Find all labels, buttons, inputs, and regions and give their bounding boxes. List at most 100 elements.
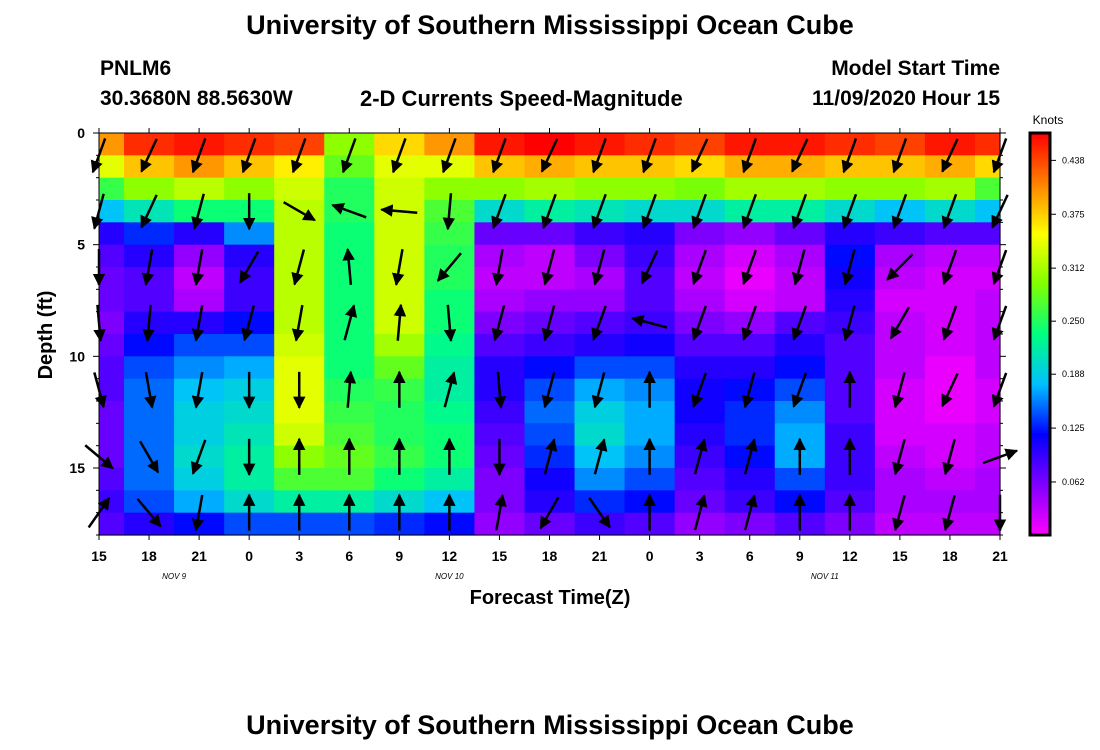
- heatmap-cell: [874, 289, 926, 313]
- colorbar-tick-label: 0.125: [1062, 423, 1085, 433]
- current-arrow: [144, 371, 157, 409]
- y-tick-label: 5: [77, 237, 85, 253]
- current-arrow: [741, 305, 758, 341]
- heatmap-cell: [574, 244, 626, 268]
- x-tick-label: 18: [141, 548, 157, 564]
- heatmap-cell: [924, 222, 976, 246]
- heatmap-cell: [374, 177, 425, 201]
- x-tick-label: 18: [942, 548, 958, 564]
- heatmap-cell: [424, 356, 476, 380]
- current-arrow: [291, 304, 305, 342]
- current-arrow: [841, 193, 858, 230]
- current-arrow: [392, 249, 405, 286]
- x-tick-label: 18: [542, 548, 558, 564]
- current-arrow: [593, 438, 608, 475]
- heatmap-cell: [924, 468, 976, 491]
- heatmap-cell: [574, 334, 626, 357]
- heatmap-cell: [99, 334, 125, 357]
- current-arrow: [492, 249, 505, 286]
- heatmap-cell: [524, 289, 576, 313]
- heatmap-cell: [224, 468, 275, 491]
- heatmap-cell: [224, 289, 275, 313]
- current-arrow: [291, 249, 306, 286]
- current-arrow: [190, 439, 207, 475]
- heatmap-cell: [774, 401, 826, 424]
- current-arrow: [442, 193, 456, 231]
- current-arrow: [191, 494, 205, 532]
- heatmap-cell: [274, 356, 325, 380]
- heatmap-cell: [574, 222, 626, 246]
- current-arrow: [693, 438, 708, 475]
- heatmap-cell: [924, 334, 976, 357]
- current-arrow: [291, 137, 307, 174]
- heatmap-cell: [124, 401, 175, 424]
- heatmap-cell: [624, 401, 676, 424]
- heatmap-cell: [524, 222, 576, 246]
- heatmap-cell: [174, 334, 225, 357]
- x-tick-label: 9: [796, 548, 804, 564]
- heatmap-cell: [374, 133, 425, 156]
- heatmap-cell: [224, 334, 275, 357]
- footer-title: University of Southern Mississippi Ocean…: [246, 710, 854, 740]
- heatmap-cell: [99, 490, 125, 514]
- current-arrow: [191, 249, 205, 286]
- heatmap-cell: [99, 200, 125, 223]
- heatmap-cell: [524, 401, 576, 424]
- current-arrow: [441, 137, 457, 174]
- current-arrow: [591, 249, 606, 286]
- current-arrow: [191, 193, 205, 230]
- station-id: PNLM6: [100, 57, 172, 80]
- heatmap-cell: [924, 133, 976, 156]
- heatmap-cell: [824, 401, 876, 424]
- x-tick-label: 21: [992, 548, 1008, 564]
- heatmap-cell: [624, 244, 676, 268]
- x-axis-label: Forecast Time(Z): [470, 587, 631, 609]
- heatmap-cell: [774, 244, 826, 268]
- heatmap-cell: [324, 356, 375, 380]
- heatmap-cell: [524, 356, 576, 380]
- heatmap-cell: [774, 289, 826, 313]
- heatmap-cell: [424, 133, 476, 156]
- current-arrow: [941, 372, 959, 408]
- current-arrow: [641, 193, 657, 230]
- heatmap-cell: [624, 222, 676, 246]
- heatmap-cell: [574, 468, 626, 491]
- x-tick-label: 15: [492, 548, 508, 564]
- current-arrow: [842, 249, 856, 286]
- heatmap-cell: [424, 267, 476, 290]
- current-arrow: [691, 249, 707, 286]
- current-arrow: [191, 304, 205, 342]
- current-arrow: [443, 304, 457, 343]
- heatmap-cell: [874, 356, 926, 380]
- y-axis-label: Depth (ft): [35, 291, 57, 380]
- heatmap-cell: [674, 356, 726, 380]
- current-arrow: [491, 305, 506, 342]
- heatmap-cell: [124, 334, 175, 357]
- x-tick-label: 15: [91, 548, 107, 564]
- current-arrow: [494, 493, 507, 531]
- heatmap-cell: [974, 445, 1001, 469]
- heatmap-cell: [474, 512, 526, 536]
- heatmap-cell: [574, 401, 626, 424]
- heatmap-cell: [524, 423, 576, 447]
- current-arrow: [591, 305, 607, 341]
- current-arrow: [142, 304, 155, 343]
- current-arrow: [141, 249, 155, 286]
- heatmap-cell: [674, 267, 726, 290]
- heatmap-cell: [224, 356, 275, 380]
- current-arrow: [138, 440, 160, 474]
- x-tick-label: 12: [442, 548, 458, 564]
- heatmap-cell: [174, 222, 225, 246]
- heatmap-cell: [974, 423, 1001, 447]
- heatmap-cell: [374, 289, 425, 313]
- heatmap-cell: [924, 490, 976, 514]
- heatmap-cell: [324, 222, 375, 246]
- heatmap-cell: [474, 401, 526, 424]
- current-arrow: [942, 494, 956, 532]
- heatmap-cell: [974, 468, 1001, 491]
- heatmap-cell: [924, 423, 976, 447]
- heatmap-cell: [974, 244, 1001, 268]
- heatmap-cell: [774, 155, 826, 179]
- heatmap-cell: [624, 423, 676, 447]
- heatmap-cell: [99, 311, 125, 335]
